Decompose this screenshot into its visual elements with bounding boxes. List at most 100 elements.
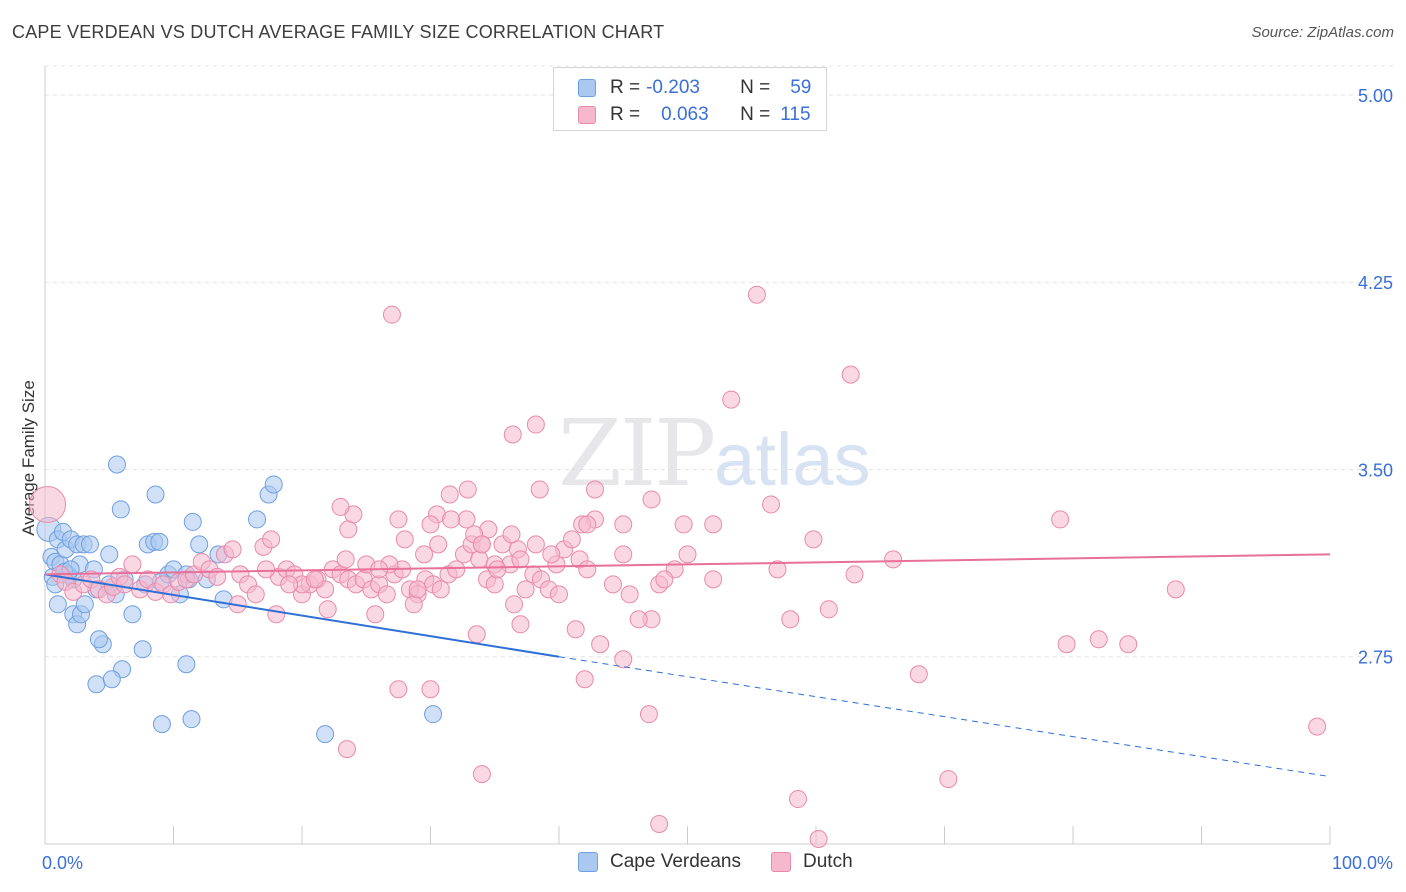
cape-verdean-point — [107, 455, 126, 474]
dutch-point — [421, 680, 440, 699]
dutch-point — [280, 575, 299, 594]
dutch-point — [267, 605, 286, 624]
cape-verdean-point — [123, 605, 142, 624]
cape-verdean-point — [190, 535, 209, 554]
dutch-point — [884, 550, 903, 569]
dutch-point — [578, 560, 597, 579]
dutch-point — [516, 580, 535, 599]
dutch-point — [747, 285, 766, 304]
dutch-point — [408, 580, 427, 599]
dutch-trend-line — [44, 553, 1331, 576]
cape-verdean-point — [177, 655, 196, 674]
dutch-point — [722, 390, 741, 409]
dutch-point — [845, 565, 864, 584]
cape-verdean-point — [133, 640, 152, 659]
dutch-point — [246, 585, 265, 604]
x-tick-label: 100.0% — [1332, 853, 1393, 873]
dutch-point — [1166, 580, 1185, 599]
cape-verdean-point — [152, 715, 171, 734]
y-tick-label: 3.50 — [1358, 460, 1393, 480]
cape-verdean-trend-extension — [558, 656, 1331, 778]
dutch-point — [939, 770, 958, 789]
dutch-point — [511, 550, 530, 569]
dutch-point — [655, 570, 674, 589]
pink-swatch — [771, 852, 791, 872]
dutch-point — [472, 765, 491, 784]
dutch-point — [762, 495, 781, 514]
dutch-point — [639, 705, 658, 724]
dutch-point — [223, 540, 242, 559]
dutch-point — [526, 535, 545, 554]
dutch-point — [909, 665, 928, 684]
cape-verdean-point — [248, 510, 267, 529]
dutch-point — [578, 515, 597, 534]
x-tick-label: 0.0% — [42, 853, 83, 873]
dutch-point — [505, 595, 524, 614]
dutch-point — [585, 480, 604, 499]
legend-label: Cape Verdeans — [610, 851, 741, 872]
dutch-point — [614, 515, 633, 534]
dutch-point — [404, 595, 423, 614]
watermark-zip: ZIP — [558, 400, 716, 507]
blue-swatch — [578, 852, 598, 872]
dutch-point — [1057, 635, 1076, 654]
cape-verdean-point — [102, 670, 121, 689]
dutch-point — [674, 515, 693, 534]
dutch-point — [503, 425, 522, 444]
cape-verdean-point — [424, 705, 443, 724]
dutch-point — [511, 615, 530, 634]
dutch-point — [566, 620, 585, 639]
dutch-point — [841, 365, 860, 384]
watermark-atlas: atlas — [714, 418, 871, 501]
dutch-point — [1119, 635, 1138, 654]
dutch-point — [442, 510, 461, 529]
dutch-point — [768, 560, 787, 579]
dutch-point — [819, 600, 838, 619]
legend-item-dutch: Dutch — [771, 851, 853, 873]
dutch-point — [620, 585, 639, 604]
dutch-point — [389, 680, 408, 699]
dutch-point — [614, 650, 633, 669]
cape-verdean-point — [316, 725, 335, 744]
cape-verdean-point — [150, 532, 169, 551]
watermark: ZIPatlas — [558, 400, 870, 507]
dutch-point — [331, 497, 350, 516]
dutch-point — [789, 790, 808, 809]
dutch-point — [421, 515, 440, 534]
dutch-point — [336, 550, 355, 569]
dutch-point — [530, 480, 549, 499]
chart-title: CAPE VERDEAN VS DUTCH AVERAGE FAMILY SIZ… — [12, 22, 665, 42]
y-tick-label: 2.75 — [1358, 648, 1393, 668]
dutch-point — [642, 490, 661, 509]
dutch-point — [575, 670, 594, 689]
dutch-point — [562, 530, 581, 549]
source-label: Source: ZipAtlas.com — [1251, 24, 1394, 41]
cape-verdean-point — [264, 475, 283, 494]
dutch-point — [1051, 510, 1070, 529]
dutch-point — [502, 525, 521, 544]
dutch-point — [614, 545, 633, 564]
dutch-point — [470, 550, 489, 569]
dutch-point — [447, 560, 466, 579]
n-value: 115 — [780, 104, 811, 125]
dutch-point — [318, 600, 337, 619]
dutch-point — [377, 585, 396, 604]
dutch-point — [257, 560, 276, 579]
cape-verdean-point — [183, 512, 202, 531]
dutch-point — [305, 570, 324, 589]
n-label: N = — [740, 104, 771, 125]
y-tick-label: 5.00 — [1358, 86, 1393, 106]
dutch-point — [704, 515, 723, 534]
legend-label: Dutch — [803, 851, 853, 872]
dutch-point — [467, 625, 486, 644]
dutch-point — [485, 575, 504, 594]
r-label: R = — [610, 77, 641, 98]
dutch-point — [781, 610, 800, 629]
cape-verdean-point — [80, 535, 99, 554]
dutch-point — [429, 535, 448, 554]
dutch-point — [29, 485, 67, 523]
cape-verdean-point — [89, 630, 108, 649]
dutch-point — [603, 575, 622, 594]
dutch-point — [431, 580, 450, 599]
